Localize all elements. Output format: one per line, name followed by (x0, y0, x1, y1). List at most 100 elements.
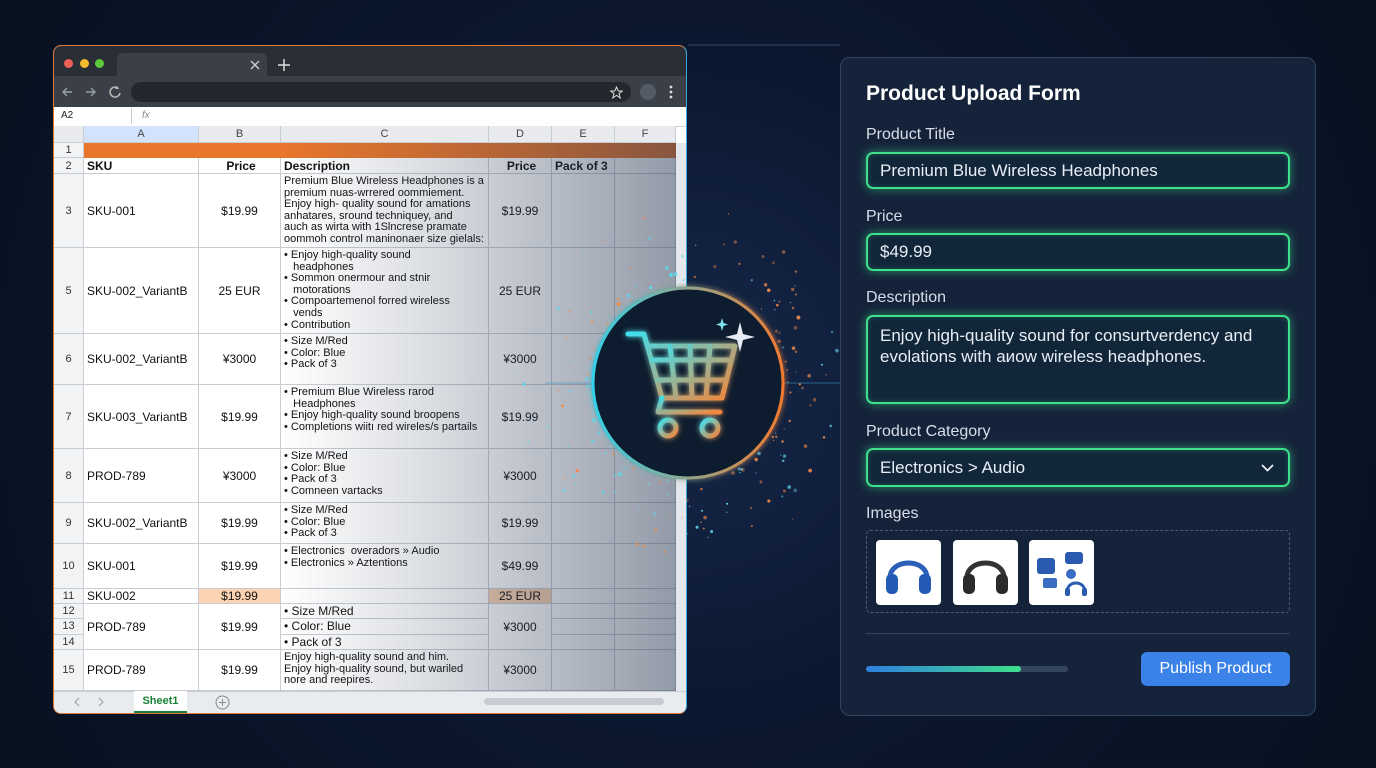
particle (755, 472, 757, 474)
particle (767, 288, 771, 292)
particle (772, 439, 775, 441)
description-line: Premium Blue Wireless Headphones is a (284, 175, 484, 187)
empty-cell (615, 589, 676, 604)
price-cell: 25 EUR (489, 248, 552, 334)
menu-icon[interactable] (668, 85, 674, 99)
tab-close-icon[interactable] (250, 60, 260, 70)
bookmark-icon[interactable] (610, 86, 623, 99)
particle (700, 521, 702, 523)
description-line: Enjoy high-quality sound and him. (284, 651, 450, 663)
field-label: Product Title (866, 126, 955, 143)
price-cell: $19.99 (489, 385, 552, 449)
particle (780, 454, 782, 456)
particle (791, 287, 795, 291)
particle (706, 536, 709, 539)
column-header: C (281, 126, 489, 143)
particle (726, 502, 729, 505)
price-cell: $19.99 (199, 174, 281, 248)
price-cell: $19.99 (199, 589, 281, 604)
particle (695, 525, 699, 529)
price-cell: $19.99 (199, 385, 281, 449)
column-header: B (199, 126, 281, 143)
empty-cell (615, 650, 676, 691)
particle (830, 330, 834, 334)
close-dot[interactable] (64, 59, 73, 68)
field-label: Description (866, 289, 947, 306)
particle (782, 459, 785, 463)
scrollbar[interactable] (676, 143, 686, 691)
empty-cell (615, 248, 676, 334)
price-cell: $19.99 (489, 174, 552, 248)
particle (778, 332, 781, 334)
progress-fill (866, 666, 1021, 672)
particle (775, 303, 779, 307)
title-input[interactable]: Premium Blue Wireless Headphones (866, 152, 1290, 189)
description-cell: • Electronics overadors » Audio • Electro… (281, 544, 489, 589)
particle (767, 499, 771, 503)
sheet-tab[interactable]: Sheet1 (134, 691, 187, 713)
empty-cell (615, 544, 676, 589)
particle (829, 424, 833, 428)
column-header: E (552, 126, 615, 143)
particle (794, 293, 798, 296)
sku-cell: PROD-789 (84, 604, 199, 650)
description-textarea[interactable]: Enjoy high-quality sound for consurtverd… (866, 315, 1290, 404)
category-value: Electronics > Audio (880, 457, 1026, 477)
empty-cell (552, 334, 615, 385)
image-thumbnail[interactable] (1029, 540, 1094, 605)
add-sheet-icon[interactable] (215, 695, 230, 710)
empty-cell (552, 449, 615, 503)
column-header: A (84, 126, 199, 143)
maximize-dot[interactable] (95, 59, 104, 68)
price-cell: $49.99 (489, 544, 552, 589)
description-cell: • Pack of 3 (281, 634, 489, 650)
particle (801, 386, 804, 390)
publish-button[interactable]: Publish Product (1141, 652, 1290, 686)
image-thumbnail[interactable] (876, 540, 941, 605)
separator (866, 633, 1290, 634)
price-input[interactable]: $49.99 (866, 233, 1290, 271)
nav-icons[interactable] (62, 84, 132, 100)
header-cell: SKU (84, 158, 199, 174)
minimize-dot[interactable] (80, 59, 89, 68)
particle (763, 283, 768, 287)
header-cell: Price (199, 158, 281, 174)
row-number: 5 (54, 248, 84, 334)
browser-tab[interactable] (117, 53, 267, 76)
name-box[interactable]: A2 (56, 108, 132, 124)
category-select[interactable]: Electronics > Audio (866, 448, 1290, 487)
image-thumbnail[interactable] (953, 540, 1018, 605)
new-tab-icon[interactable] (278, 59, 290, 71)
header-cell (615, 158, 676, 174)
empty-cell (552, 544, 615, 589)
particle (693, 276, 696, 279)
header-cell: Price (489, 158, 552, 174)
spreadsheet-window: A2 fx A B C D E F 1 2 SKU Price Description Price Pa… (53, 45, 687, 714)
field-label: Price (866, 208, 903, 225)
price-cell: $19.99 (489, 503, 552, 544)
field-label: Product Category (866, 423, 991, 440)
sparkle (725, 322, 755, 352)
price-cell: 25 EUR (489, 589, 552, 604)
profile-icon[interactable] (640, 84, 656, 100)
name-box-text: A2 (61, 110, 74, 121)
price-cell: $19.99 (199, 544, 281, 589)
particle (791, 518, 794, 520)
horizontal-scrollbar[interactable] (484, 698, 664, 705)
particle (772, 261, 775, 265)
product-form: Product Upload Form Product Title Premiu… (840, 57, 1316, 716)
particle (822, 436, 826, 439)
row-number: 3 (54, 174, 84, 248)
particle (794, 285, 796, 287)
address-bar[interactable] (131, 82, 631, 102)
row-number: 7 (54, 385, 84, 449)
sheet-nav[interactable] (74, 697, 104, 707)
empty-cell (552, 248, 615, 334)
empty-cell (615, 449, 676, 503)
image-dropzone[interactable] (866, 530, 1290, 613)
particle (750, 506, 753, 509)
sku-cell: SKU-003_VariantB (84, 385, 199, 449)
header-band (84, 143, 199, 158)
description-cell: • Size M/Red (281, 604, 489, 620)
row-number: 13 (54, 619, 84, 635)
